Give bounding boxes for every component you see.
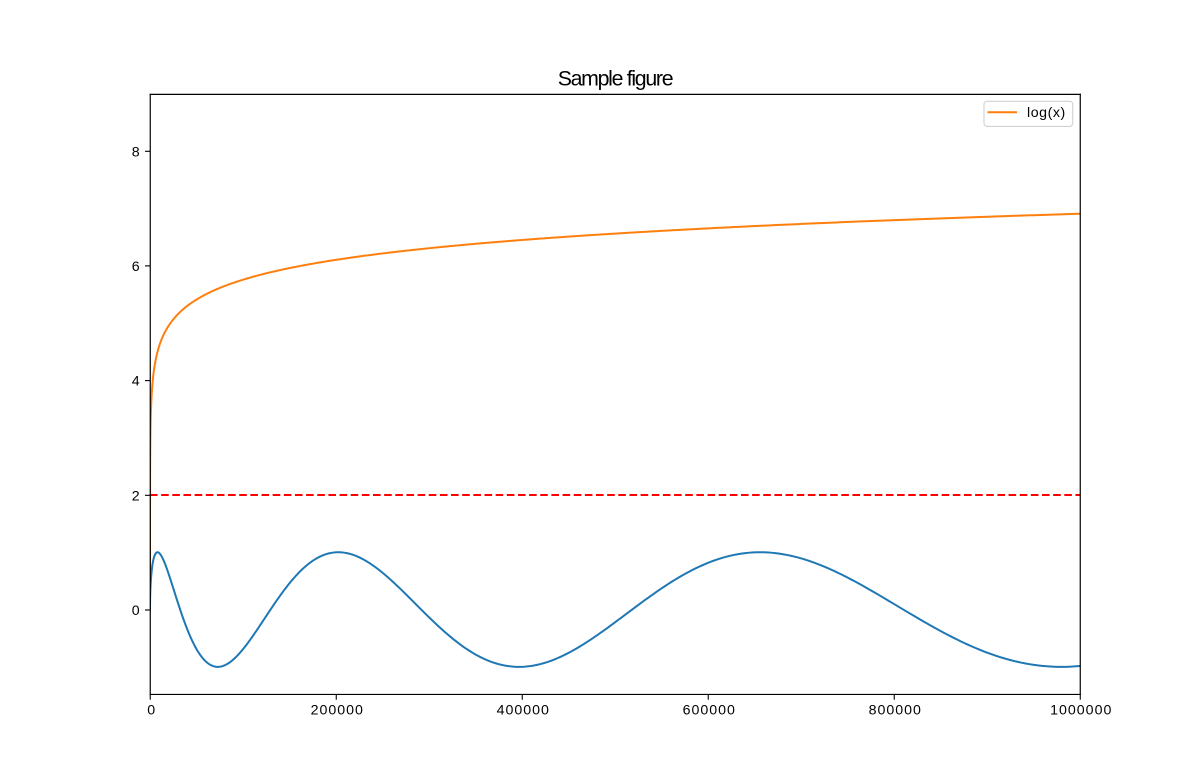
svg-text:6: 6	[132, 259, 140, 275]
svg-text:4: 4	[132, 374, 140, 390]
svg-text:800000: 800000	[869, 703, 922, 719]
svg-text:Sample figure: Sample figure	[558, 66, 673, 90]
svg-text:8: 8	[132, 144, 140, 160]
svg-text:1000000: 1000000	[1050, 703, 1112, 719]
svg-text:log(x): log(x)	[1027, 105, 1066, 121]
svg-text:0: 0	[147, 703, 155, 719]
svg-text:0: 0	[132, 603, 140, 619]
svg-text:200000: 200000	[311, 703, 364, 719]
svg-text:600000: 600000	[683, 703, 736, 719]
svg-text:400000: 400000	[497, 703, 550, 719]
svg-text:2: 2	[132, 488, 140, 504]
